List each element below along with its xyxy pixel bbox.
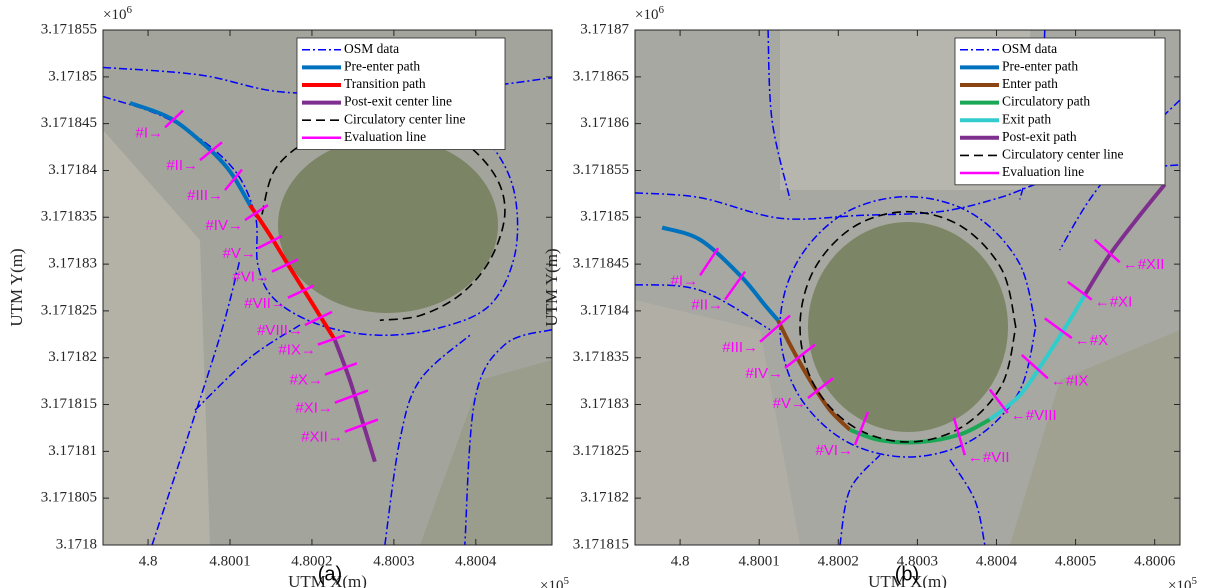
- x-tick-label: 4.8002: [818, 553, 859, 569]
- legend-label: Post-exit path: [1002, 129, 1077, 144]
- y-multiplier: ×106: [103, 4, 132, 24]
- y-axis-label: UTM Y(m): [542, 248, 561, 326]
- evaluation-label: ←#XI: [1095, 294, 1133, 311]
- y-tick-label: 3.171835: [573, 349, 629, 365]
- legend: OSM data Pre-enter path Transition path Pos…: [297, 38, 505, 150]
- x-multiplier-exponent: 5: [1191, 575, 1197, 587]
- evaluation-label: #III→: [187, 187, 223, 204]
- evaluation-label: #VII→: [244, 295, 286, 312]
- evaluation-label: #IV→: [745, 365, 783, 382]
- evaluation-label: ←#X: [1075, 332, 1108, 349]
- y-multiplier: ×106: [635, 4, 664, 24]
- y-multiplier-base: ×10: [103, 7, 126, 23]
- caption: (a): [318, 563, 342, 585]
- y-tick-label: 3.17185: [48, 68, 97, 84]
- evaluation-label: #VI→: [232, 269, 270, 286]
- y-tick-label: 3.1718: [56, 536, 97, 552]
- y-tick-label: 3.171825: [41, 302, 97, 318]
- x-multiplier: ×105: [1168, 575, 1197, 588]
- evaluation-label: #VI→: [815, 442, 853, 459]
- y-tick-label: 3.171825: [573, 443, 629, 459]
- y-axis-label: UTM Y(m): [7, 248, 26, 326]
- x-tick-label: 4.8005: [1055, 553, 1096, 569]
- legend-label: Enter path: [1002, 76, 1058, 91]
- legend-label: Transition path: [344, 76, 426, 91]
- evaluation-label: #IV→: [205, 217, 243, 234]
- x-tick-label: 4.8: [671, 553, 690, 569]
- x-tick-label: 4.8003: [373, 553, 414, 569]
- x-tick-label: 4.8006: [1134, 553, 1176, 569]
- legend-label: OSM data: [1002, 41, 1057, 56]
- y-tick-label: 3.171815: [41, 396, 97, 412]
- evaluation-label: ←#XII: [1123, 256, 1165, 273]
- evaluation-label: #V→: [773, 395, 806, 412]
- y-tick-label: 3.171805: [41, 490, 97, 506]
- y-tick-label: 3.171855: [41, 21, 97, 37]
- y-tick-label: 3.17187: [580, 21, 629, 37]
- x-multiplier-exponent: 5: [563, 575, 569, 587]
- legend-label: Pre-enter path: [344, 58, 420, 73]
- y-tick-label: 3.17182: [580, 490, 629, 506]
- legend-label: Circulatory path: [1002, 94, 1090, 109]
- y-multiplier-base: ×10: [635, 7, 658, 23]
- island: [808, 222, 1008, 432]
- legend-label: Post-exit center line: [344, 94, 452, 109]
- y-tick-label: 3.17183: [48, 256, 97, 272]
- legend-label: OSM data: [344, 41, 399, 56]
- evaluation-label: ←#IX: [1051, 372, 1089, 389]
- x-tick-label: 4.8004: [976, 553, 1018, 569]
- legend-label: Pre-enter path: [1002, 58, 1078, 73]
- y-multiplier-exponent: 6: [658, 4, 664, 16]
- evaluation-label: #XII→: [301, 429, 343, 446]
- y-tick-label: 3.17183: [580, 396, 629, 412]
- evaluation-label: #X→: [290, 372, 323, 389]
- evaluation-label: #II→: [691, 297, 723, 314]
- figure: #I→#II→#III→#IV→#V→#VI→#VII→#VIII→#IX→#X…: [0, 0, 1219, 588]
- evaluation-label: #I→: [136, 124, 164, 141]
- y-tick-label: 3.171845: [573, 256, 629, 272]
- legend-label: Circulatory center line: [344, 111, 465, 126]
- legend-label: Exit path: [1002, 111, 1051, 126]
- y-multiplier-exponent: 6: [126, 4, 132, 16]
- legend-label: Circulatory center line: [1002, 146, 1123, 161]
- y-tick-label: 3.17184: [48, 162, 97, 178]
- x-tick-label: 4.8001: [739, 553, 780, 569]
- y-tick-label: 3.17186: [580, 115, 629, 131]
- caption: (b): [895, 563, 919, 585]
- y-tick-label: 3.171855: [573, 162, 629, 178]
- evaluation-label: ←#VII: [968, 449, 1010, 466]
- evaluation-label: #VIII→: [257, 322, 303, 339]
- evaluation-label: #I→: [671, 272, 699, 289]
- x-tick-label: 4.8004: [455, 553, 497, 569]
- x-multiplier-base: ×10: [540, 578, 563, 588]
- y-tick-label: 3.17185: [580, 209, 629, 225]
- evaluation-label: #II→: [166, 157, 198, 174]
- y-tick-label: 3.17182: [48, 349, 97, 365]
- legend: OSM data Pre-enter path Enter path Circulat…: [955, 38, 1165, 185]
- legend-label: Evaluation line: [1002, 164, 1084, 179]
- evaluation-label: ←#VIII: [1011, 407, 1057, 424]
- x-tick-label: 4.8001: [209, 553, 250, 569]
- legend-label: Evaluation line: [344, 129, 426, 144]
- y-tick-label: 3.17181: [48, 443, 97, 459]
- evaluation-label: #III→: [722, 339, 758, 356]
- x-multiplier-base: ×10: [1168, 578, 1191, 588]
- x-tick-label: 4.8: [139, 553, 158, 569]
- y-tick-label: 3.171865: [573, 68, 629, 84]
- evaluation-label: #XI→: [295, 400, 333, 417]
- y-tick-label: 3.171835: [41, 209, 97, 225]
- y-tick-label: 3.17184: [580, 302, 629, 318]
- evaluation-label: #IX→: [278, 342, 316, 359]
- y-tick-label: 3.171845: [41, 115, 97, 131]
- x-multiplier: ×105: [540, 575, 569, 588]
- evaluation-label: #V→: [223, 245, 256, 262]
- y-tick-label: 3.171815: [573, 536, 629, 552]
